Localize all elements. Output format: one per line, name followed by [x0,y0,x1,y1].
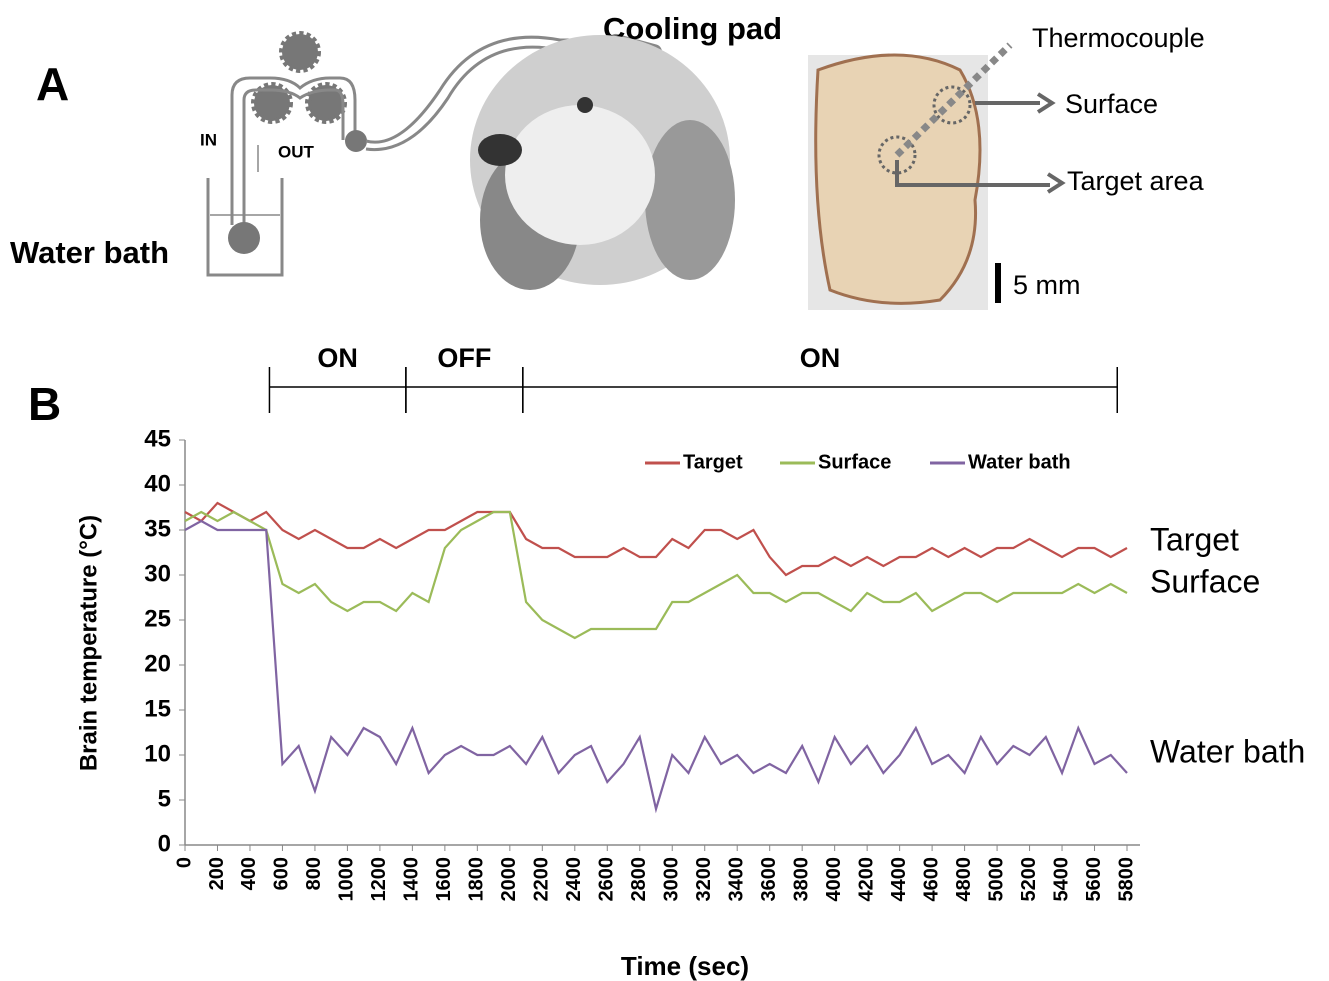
x-tick-label: 0 [173,857,195,868]
y-tick-label: 40 [144,470,171,497]
out-label: OUT [278,142,315,161]
x-tick-label: 4400 [888,857,910,902]
x-tick-label: 400 [238,857,260,890]
dog-illustration [470,35,735,290]
phase-label: ON [317,343,358,373]
surface-label: Surface [1065,89,1158,119]
y-tick-label: 0 [158,830,171,857]
legend-label: Surface [818,451,891,473]
x-tick-label: 3600 [758,857,780,902]
series-annotation: Surface [1150,563,1260,599]
in-label: IN [200,130,217,149]
x-tick-label: 200 [206,857,228,890]
x-tick-label: 1000 [336,857,358,902]
x-tick-label: 2800 [628,857,650,902]
x-tick-label: 3800 [790,857,812,902]
phase-label: ON [800,343,841,373]
panel-label: A [36,58,69,110]
figure: A B IN OUT Water bath Cooling pad T [0,0,1329,981]
x-tick-label: 800 [303,857,325,890]
x-tick-label: 5400 [1050,857,1072,902]
x-tick-label: 4000 [823,857,845,902]
thermocouple-label: Thermocouple [1032,23,1205,53]
series-annotation: Target [1150,521,1239,557]
y-tick-label: 25 [144,605,171,632]
legend-label: Water bath [968,451,1071,473]
y-tick-label: 10 [144,740,171,767]
x-tick-label: 4800 [953,857,975,902]
x-tick-label: 3000 [661,857,683,902]
x-tick-label: 600 [271,857,293,890]
x-tick-label: 3200 [693,857,715,902]
x-axis-label: Time (sec) [621,951,749,981]
series-annotation: Water bath [1150,733,1305,769]
x-tick-label: 5800 [1115,857,1137,902]
water-bath-label: Water bath [10,235,169,270]
x-tick-label: 4200 [855,857,877,902]
y-tick-label: 35 [144,515,171,542]
y-tick-label: 30 [144,560,171,587]
data-line [185,512,1127,638]
phase-label: OFF [437,343,491,373]
x-tick-label: 2000 [498,857,520,902]
x-tick-label: 2600 [596,857,618,902]
data-line [185,521,1127,809]
x-tick-label: 1200 [368,857,390,902]
x-tick-label: 5200 [1018,857,1040,902]
y-tick-label: 20 [144,650,171,677]
x-tick-label: 5000 [985,857,1007,902]
x-tick-label: 4600 [920,857,942,902]
x-tick-label: 2200 [531,857,553,902]
legend-label: Target [683,451,743,473]
y-tick-label: 5 [158,785,171,812]
y-axis-label: Brain temperature (°C) [75,515,102,771]
panel-label: B [28,378,61,430]
data-line [185,503,1127,575]
x-tick-label: 1600 [433,857,455,902]
y-tick-label: 15 [144,695,171,722]
x-tick-label: 1400 [401,857,423,902]
y-tick-label: 45 [144,425,171,452]
x-tick-label: 2400 [563,857,585,902]
x-tick-label: 3400 [725,857,747,902]
target-area-label: Target area [1067,166,1205,196]
x-tick-label: 1800 [466,857,488,902]
scale-label: 5 mm [1013,270,1081,300]
x-tick-label: 5600 [1083,857,1105,902]
